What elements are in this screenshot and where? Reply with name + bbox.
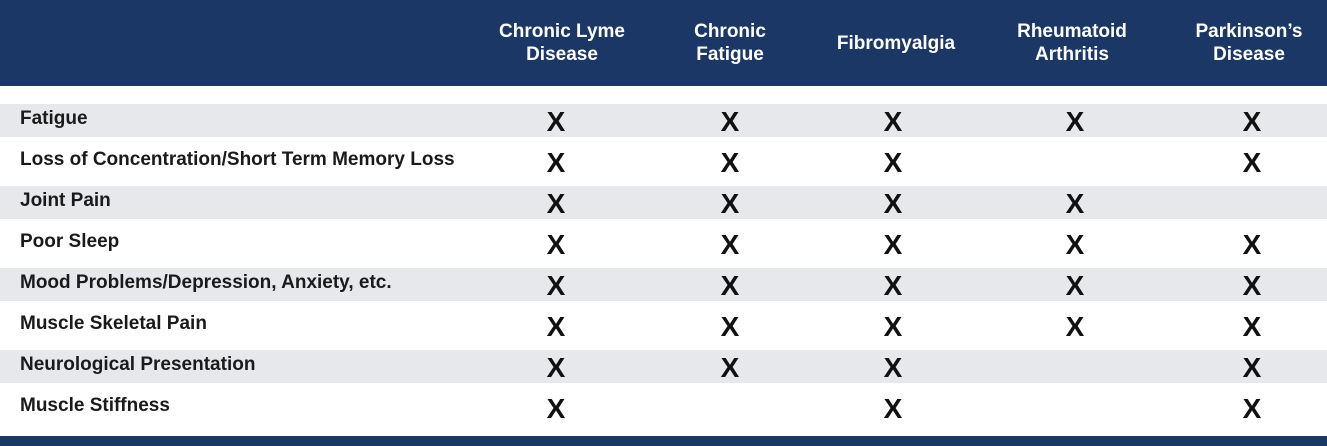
check-mark-ra: X bbox=[1065, 106, 1085, 137]
column-header-chronic-fatigue: Chronic Fatigue bbox=[694, 21, 766, 65]
row-label: Muscle Stiffness bbox=[20, 395, 170, 416]
check-mark-parkinsons: X bbox=[1242, 352, 1262, 383]
table-row: Fatigue X X X X X bbox=[0, 104, 1327, 137]
check-mark-parkinsons: X bbox=[1242, 393, 1262, 424]
check-mark-parkinsons: X bbox=[1242, 311, 1262, 342]
check-mark-parkinsons: X bbox=[1242, 147, 1262, 178]
row-label: Fatigue bbox=[20, 108, 88, 129]
check-mark-lyme: X bbox=[546, 270, 566, 301]
check-mark-fatigue: X bbox=[720, 270, 740, 301]
check-mark-fatigue: X bbox=[720, 106, 740, 137]
table-row: Muscle Skeletal Pain X X X X X bbox=[0, 309, 1327, 342]
column-header-rheumatoid-arthritis: Rheumatoid Arthritis bbox=[1017, 21, 1127, 65]
column-header-parkinsons-disease: Parkinson’s Disease bbox=[1195, 21, 1303, 65]
check-mark-fibro: X bbox=[883, 393, 903, 424]
row-label: Poor Sleep bbox=[20, 231, 120, 252]
check-mark-lyme: X bbox=[546, 147, 566, 178]
row-label: Neurological Presentation bbox=[20, 354, 256, 375]
table-row: Neurological Presentation X X X X bbox=[0, 350, 1327, 383]
column-header-chronic-lyme-disease: Chronic Lyme Disease bbox=[499, 21, 625, 65]
row-label: Joint Pain bbox=[20, 190, 111, 211]
check-mark-fatigue: X bbox=[720, 229, 740, 260]
check-mark-lyme: X bbox=[546, 188, 566, 219]
table-header: Chronic Lyme Disease Chronic Fatigue Fib… bbox=[0, 0, 1327, 86]
check-mark-lyme: X bbox=[546, 352, 566, 383]
check-mark-ra: X bbox=[1065, 188, 1085, 219]
table-row: Loss of Concentration/Short Term Memory … bbox=[0, 145, 1327, 178]
check-mark-fatigue: X bbox=[720, 352, 740, 383]
check-mark-fatigue: X bbox=[720, 188, 740, 219]
check-mark-fibro: X bbox=[883, 188, 903, 219]
check-mark-fibro: X bbox=[883, 147, 903, 178]
check-mark-fibro: X bbox=[883, 352, 903, 383]
check-mark-ra: X bbox=[1065, 270, 1085, 301]
check-mark-parkinsons: X bbox=[1242, 270, 1262, 301]
table-row: Mood Problems/Depression, Anxiety, etc. X… bbox=[0, 268, 1327, 301]
check-mark-lyme: X bbox=[546, 106, 566, 137]
check-mark-fatigue: X bbox=[720, 147, 740, 178]
table-row: Poor Sleep X X X X X bbox=[0, 227, 1327, 260]
check-mark-fatigue: X bbox=[720, 311, 740, 342]
check-mark-ra: X bbox=[1065, 311, 1085, 342]
row-label: Loss of Concentration/Short Term Memory … bbox=[20, 149, 455, 170]
table-row: Muscle Stiffness X X X bbox=[0, 391, 1327, 424]
check-mark-fibro: X bbox=[883, 106, 903, 137]
row-label: Mood Problems/Depression, Anxiety, etc. bbox=[20, 272, 392, 293]
check-mark-fibro: X bbox=[883, 229, 903, 260]
check-mark-parkinsons: X bbox=[1242, 106, 1262, 137]
row-label: Muscle Skeletal Pain bbox=[20, 313, 207, 334]
check-mark-parkinsons: X bbox=[1242, 229, 1262, 260]
check-mark-fibro: X bbox=[883, 270, 903, 301]
check-mark-lyme: X bbox=[546, 229, 566, 260]
check-mark-ra: X bbox=[1065, 229, 1085, 260]
table-footer-bar bbox=[0, 436, 1327, 446]
check-mark-lyme: X bbox=[546, 311, 566, 342]
column-header-fibromyalgia: Fibromyalgia bbox=[836, 32, 956, 54]
table-row: Joint Pain X X X X bbox=[0, 186, 1327, 219]
check-mark-fibro: X bbox=[883, 311, 903, 342]
check-mark-lyme: X bbox=[546, 393, 566, 424]
